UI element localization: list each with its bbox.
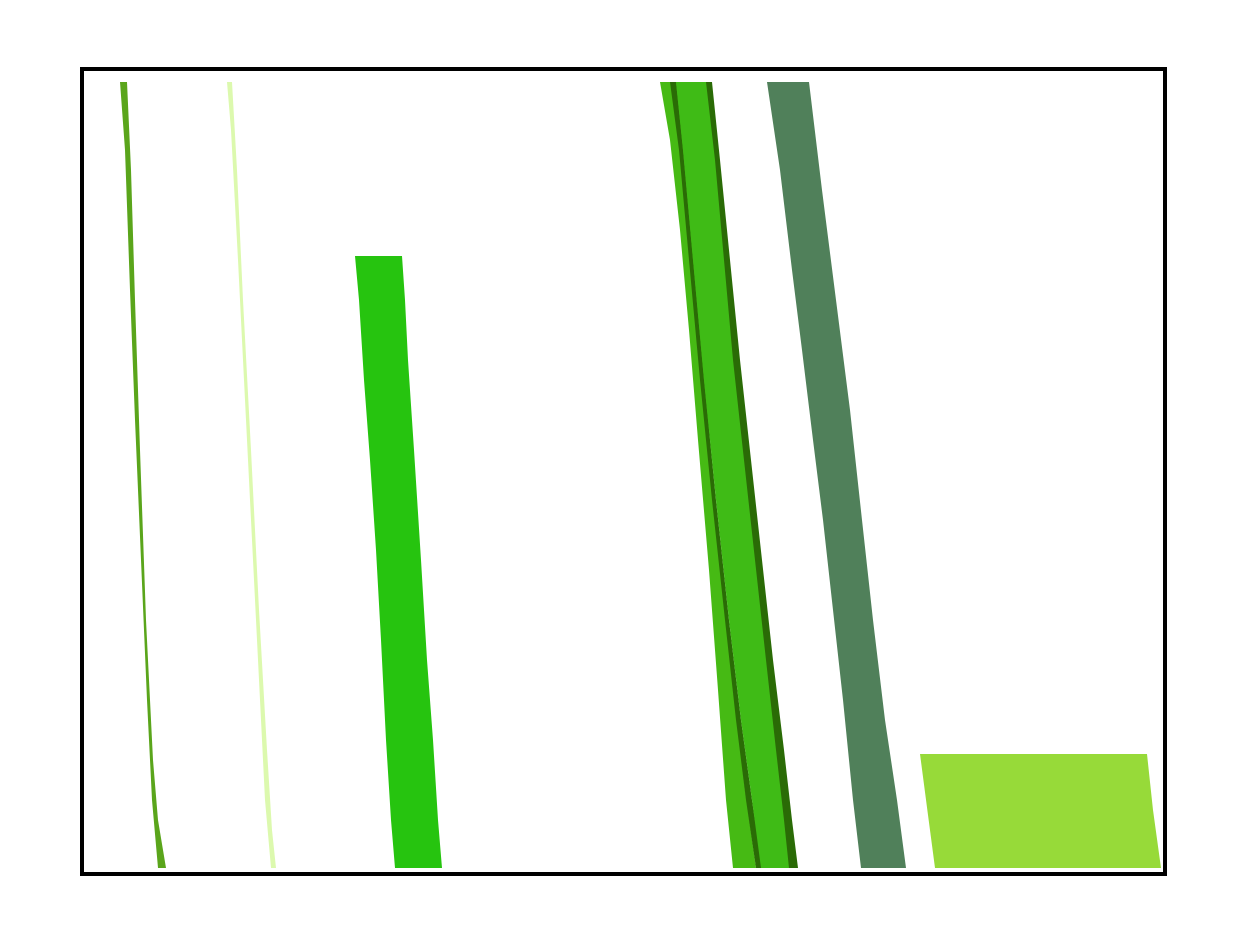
band-1 — [120, 82, 166, 868]
band-5 — [670, 82, 762, 868]
plot-frame — [80, 67, 1167, 876]
band-9 — [920, 754, 1161, 868]
band-6 — [676, 82, 791, 868]
band-3 — [355, 256, 442, 868]
band-2 — [227, 82, 276, 868]
band-4 — [660, 82, 756, 868]
band-group — [120, 82, 1161, 868]
band-7 — [706, 82, 798, 868]
band-8 — [767, 82, 906, 868]
